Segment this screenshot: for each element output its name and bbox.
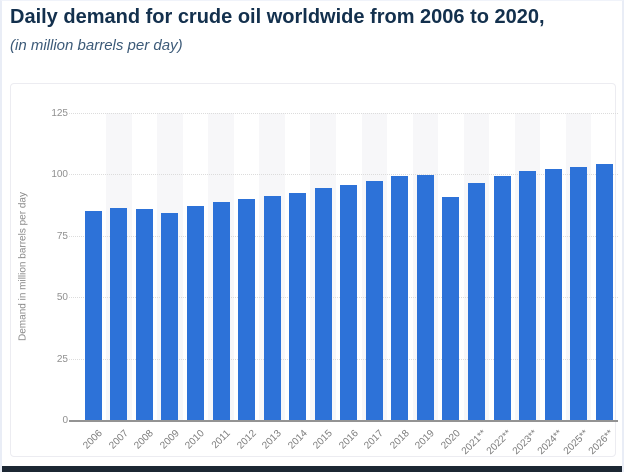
x-tick-label: 2025** <box>561 428 591 458</box>
bar-2006[interactable] <box>84 210 102 420</box>
bar-2009[interactable] <box>161 213 179 420</box>
x-tick-label: 2022** <box>484 428 514 458</box>
gridline <box>69 174 618 176</box>
bar-2025[interactable] <box>570 166 588 420</box>
x-tick-label: 2026** <box>587 428 617 458</box>
bar-2013[interactable] <box>263 195 281 420</box>
bar-2020[interactable] <box>442 196 460 420</box>
x-tick-label: 2024** <box>535 428 565 458</box>
x-tick-label: 2011 <box>209 428 233 451</box>
x-tick-label: 2019 <box>413 428 438 452</box>
x-tick-label: 2015 <box>311 428 335 452</box>
x-tick-label: 2013 <box>260 428 284 452</box>
bar-2015[interactable] <box>314 188 332 420</box>
x-tick-label: 2017 <box>362 428 387 452</box>
x-tick-label: 2023** <box>510 428 540 458</box>
bar-2014[interactable] <box>289 193 307 420</box>
chart-title: Daily demand for crude oil worldwide fro… <box>10 6 545 28</box>
x-tick-label: 2014 <box>285 428 310 452</box>
bar-2023[interactable] <box>519 171 537 420</box>
y-tick-label: 100 <box>51 169 68 181</box>
y-tick-label: 25 <box>56 353 68 365</box>
bar-2012[interactable] <box>238 199 256 420</box>
bar-2008[interactable] <box>135 208 153 420</box>
chart-subtitle: (in million barrels per day) <box>10 37 183 54</box>
x-tick-label: 2009 <box>158 428 182 452</box>
bar-2018[interactable] <box>391 176 409 420</box>
x-tick-label: 2018 <box>388 428 412 452</box>
x-tick-label: 2012 <box>234 428 259 452</box>
bar-2021[interactable] <box>468 182 486 420</box>
bar-2019[interactable] <box>416 175 434 420</box>
bar-2011[interactable] <box>212 201 230 420</box>
gridline <box>69 113 618 114</box>
y-tick-label: 75 <box>56 230 68 242</box>
bar-2022[interactable] <box>493 175 511 420</box>
x-axis-line <box>69 420 618 422</box>
x-tick-label: 2021** <box>459 428 489 458</box>
chart-card: Demand in million barrels per day 0 25 50 7… <box>10 83 618 458</box>
plot-area: 0 25 50 75 100 125 2006 2007 2008 2009 2010 2011 201… <box>11 84 618 458</box>
bar-2016[interactable] <box>340 184 358 420</box>
footer-bar <box>2 466 622 472</box>
x-tick-label: 2007 <box>107 428 131 452</box>
y-tick-label: 125 <box>51 108 68 119</box>
bar-2017[interactable] <box>365 180 383 420</box>
y-tick-label: 0 <box>62 415 68 426</box>
y-tick-label: 50 <box>56 292 68 304</box>
x-tick-label: 2006 <box>81 428 106 452</box>
bar-2024[interactable] <box>544 168 562 420</box>
x-tick-label: 2016 <box>337 428 361 452</box>
bar-2010[interactable] <box>186 205 204 420</box>
x-tick-label: 2010 <box>183 428 208 452</box>
bar-2007[interactable] <box>110 207 128 420</box>
x-tick-label: 2008 <box>132 428 157 452</box>
bar-2026[interactable] <box>595 164 613 420</box>
